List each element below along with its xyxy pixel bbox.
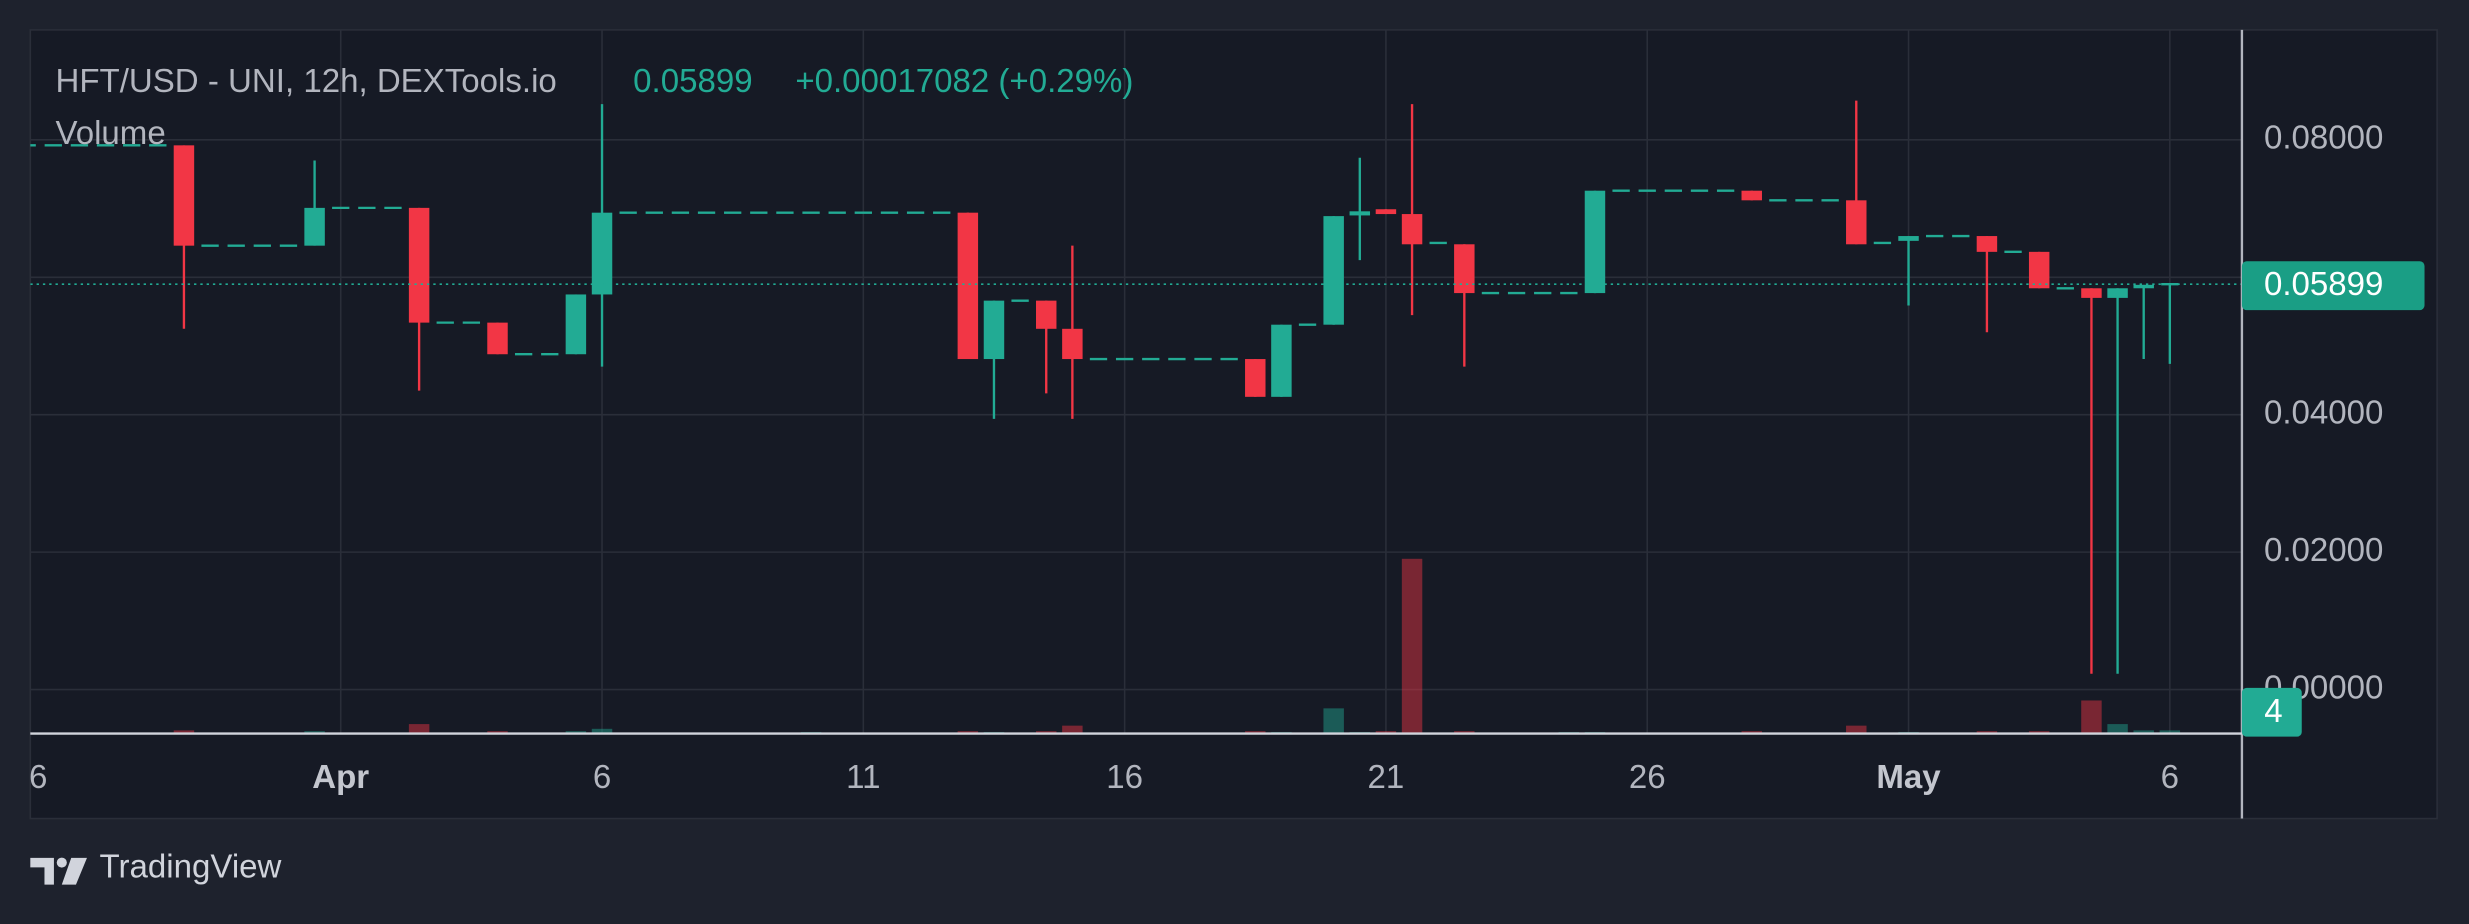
volume-bar [1323,708,1344,734]
chart-pane [29,29,2438,820]
candle-body [1036,300,1057,329]
price-label: 0.05899 [2241,261,2425,311]
candle-body [957,212,979,360]
x-tick-label: 11 [846,759,880,796]
x-tick-label: 6 [593,759,611,796]
volume-bar [2133,730,2154,734]
candle-body [487,322,508,355]
grid [30,29,2242,734]
plot-area [30,100,2242,734]
volume-bar [1846,725,1867,734]
candle-body [1846,200,1867,245]
candle-body [1454,244,1475,294]
candle-body [1271,324,1292,397]
candle-body [173,145,195,246]
chart-title: HFT/USD - UNI, 12h, DEXTools.io [55,63,556,100]
volume-bar [408,724,430,734]
candle-body [1741,190,1762,201]
candle-body [1349,211,1371,216]
volume-label: 4 [2241,687,2302,737]
y-tick-label: 0.02000 [2264,532,2383,569]
x-tick-label: 16 [1106,759,1143,796]
brand-name: TradingView [100,849,282,886]
candle-body [1062,328,1083,360]
volume-bar [173,730,195,734]
volume-bar [2159,730,2181,734]
volume-bar [2081,700,2102,734]
logo-mark [30,857,54,885]
candle-body [2133,284,2154,289]
candle-body [1401,214,1423,245]
x-tick-label: 26 [1629,759,1666,796]
candle-body [1375,209,1397,215]
candle-body [1584,190,1606,294]
candle-body [408,207,430,323]
candle-body [983,300,1005,360]
x-tick-label: 21 [1368,759,1405,796]
candle-body [1898,236,1919,241]
volume-bar [591,728,613,734]
candle-body [2107,288,2128,298]
volume-bar [1401,558,1423,734]
volume-bar [2107,724,2128,734]
candle-body [2028,251,2050,289]
candle-body [1976,236,1998,252]
y-tick-label: 0.04000 [2264,394,2383,431]
price-label-box [2241,261,2425,311]
candle-body [2081,288,2102,298]
x-tick-label: Apr [312,759,369,796]
logo-mark [61,857,87,885]
volume-title: Volume [55,115,165,152]
volume-label-box [2241,687,2302,737]
candle-body [591,212,613,295]
candle-body [1323,216,1344,325]
candle-body [565,294,587,355]
tradingview-logo: TradingView [30,849,282,886]
candle-body [1245,359,1266,397]
volume-bar [1062,725,1083,734]
y-tick-label: 0.08000 [2264,120,2383,157]
price-label-text: 0.05899 [2264,266,2383,303]
x-tick-label: 6 [29,759,47,796]
price-change: +0.00017082 (+0.29%) [795,63,1133,100]
candle-body [304,207,325,246]
logo-mark [56,857,67,868]
x-tick-label: 6 [2161,759,2179,796]
x-tick-label: May [1876,759,1941,796]
last-price: 0.05899 [633,63,752,100]
volume-label-text: 4 [2264,693,2282,730]
